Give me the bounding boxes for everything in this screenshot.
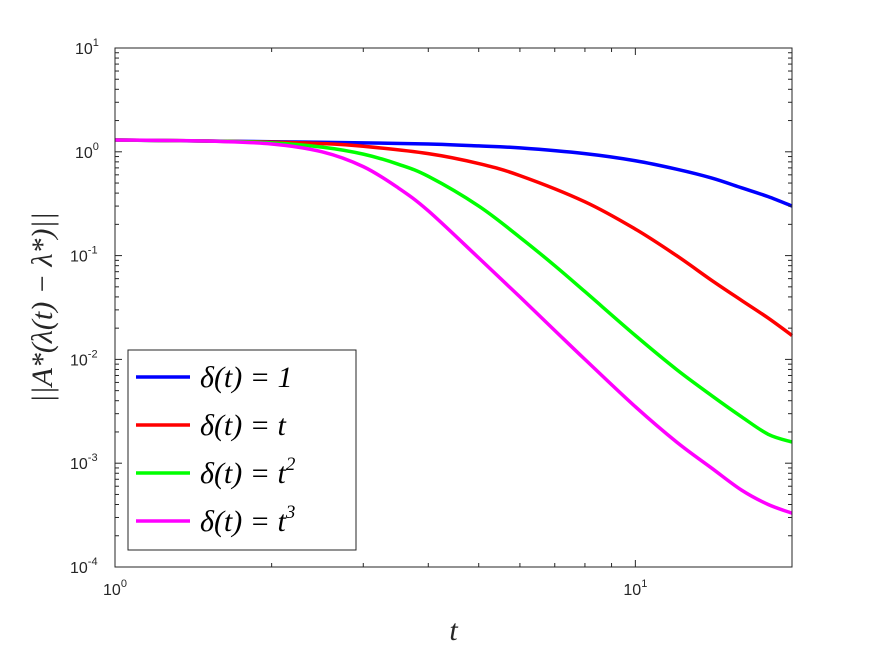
y-tick-label-2: 10-3 [70, 452, 98, 473]
legend-label-2: δ(t) = t [200, 409, 287, 442]
y-tick-label-1: 10-4 [70, 556, 98, 577]
legend-box [127, 349, 357, 551]
y-tick-label-6: 101 [75, 37, 99, 58]
series-line-4 [114, 138, 793, 515]
y-axis-label: ||A*(λ(t) − λ*)|| [26, 212, 59, 403]
x-axis-label: t [449, 614, 458, 647]
y-tick-label-3: 10-2 [70, 348, 98, 369]
x-tick-label-1: 100 [103, 578, 127, 599]
legend: δ(t) = 1 δ(t) = t δ(t) = t2 δ(t) = t3 [127, 349, 357, 551]
ticks-layer: 100 101 10-4 10-3 10-2 10-1 100 101 [70, 37, 793, 599]
y-tick-label-5: 100 [75, 141, 99, 162]
legend-label-4: δ(t) = t3 [200, 502, 295, 538]
series-line-3 [114, 138, 793, 444]
plot-frame [114, 47, 793, 568]
series-layer [114, 138, 794, 515]
legend-label-3: δ(t) = t2 [200, 454, 296, 490]
legend-label-1: δ(t) = 1 [200, 361, 293, 394]
x-tick-label-2: 101 [623, 578, 647, 599]
y-tick-label-4: 10-1 [70, 245, 98, 266]
